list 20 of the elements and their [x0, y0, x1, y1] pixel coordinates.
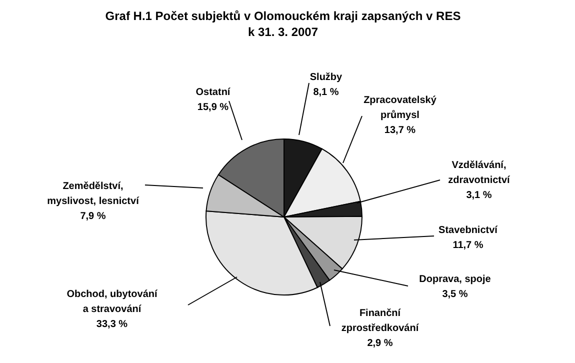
slice-label: Služby [310, 72, 343, 83]
slice-label: Doprava, spoje [419, 274, 492, 285]
data-label: 2,9 % [367, 338, 393, 349]
data-label: 13,7 % [384, 125, 416, 136]
data-label: 7,9 % [80, 211, 106, 222]
slice-label: Zpracovatelský průmysl [364, 95, 437, 121]
data-label: 3,5 % [442, 289, 468, 300]
chart-subtitle: k 31. 3. 2007 [248, 25, 318, 39]
slice-label: Finanční zprostředkování [341, 308, 420, 334]
data-label: 3,1 % [466, 190, 492, 201]
data-label: 15,9 % [197, 102, 229, 113]
slice-label: Vzdělávání, zdravotnictví [448, 160, 512, 186]
slice-label: Stavebnictví [438, 225, 499, 236]
data-label: 8,1 % [313, 87, 339, 98]
data-label: 11,7 % [452, 240, 484, 251]
slice-label: Obchod, ubytování a stravování [66, 289, 158, 315]
chart-title: Graf H.1 Počet subjektů v Olomouckém kraji zapsaných v RES [105, 9, 461, 23]
slice-label: Zemědělství, myslivost, lesnictví [47, 181, 140, 207]
slice-label: Ostatní [196, 87, 232, 98]
data-label: 33,3 % [96, 319, 128, 330]
